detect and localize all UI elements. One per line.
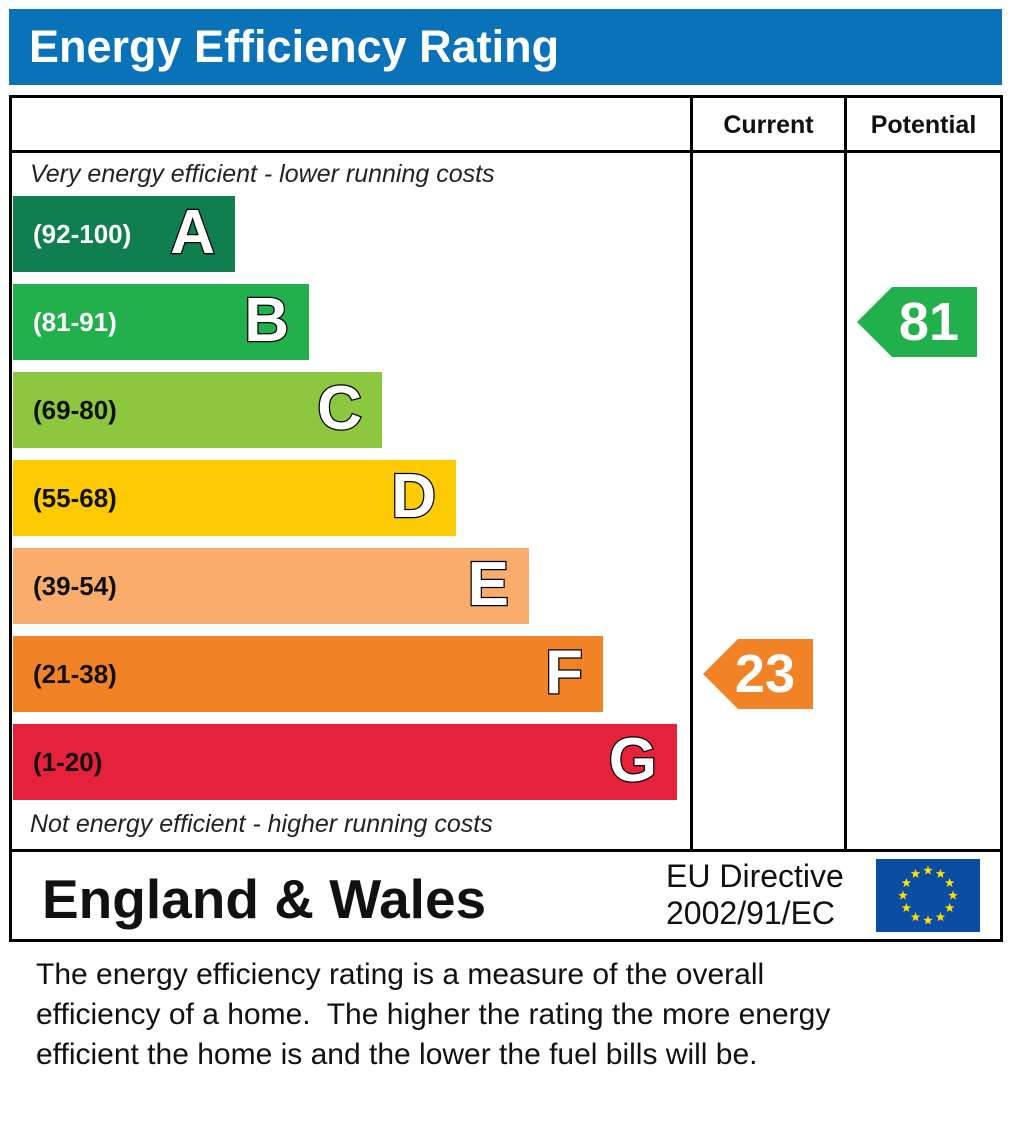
band-b: (81-91) B xyxy=(13,284,309,360)
band-b-range: (81-91) xyxy=(33,307,117,337)
potential-rating-pointer: 81 xyxy=(857,287,977,357)
description-line-2: efficiency of a home. The higher the rat… xyxy=(36,998,831,1031)
potential-column-header: Potential xyxy=(870,111,977,139)
band-c-letter: C xyxy=(316,373,363,445)
directive-line-1: EU Directive xyxy=(666,858,844,894)
potential-rating-pointer-value: 81 xyxy=(898,292,959,352)
eu-star-icon xyxy=(901,903,912,913)
band-c-range: (69-80) xyxy=(33,395,117,425)
current-rating-pointer-shape xyxy=(703,639,813,709)
potential-column-divider xyxy=(844,95,847,852)
description-line-1: The energy efficiency rating is a measur… xyxy=(36,958,765,991)
current-rating-pointer-value: 23 xyxy=(734,644,795,704)
header-divider xyxy=(9,150,1003,153)
description: The energy efficiency rating is a measur… xyxy=(36,955,996,1075)
band-e-range: (39-54) xyxy=(33,571,117,601)
eu-star-icon xyxy=(935,912,946,922)
footer-divider xyxy=(9,849,1003,852)
eu-star-icon xyxy=(944,878,955,888)
band-b-letter: B xyxy=(243,285,290,357)
chart-frame xyxy=(9,95,1003,942)
band-g: (1-20) G xyxy=(13,724,677,800)
band-a-range: (92-100) xyxy=(33,219,132,249)
title-bar: Energy Efficiency Rating xyxy=(9,9,1002,85)
region-label: England & Wales xyxy=(42,868,487,930)
current-column-header: Current xyxy=(723,111,814,139)
band-e: (39-54) E xyxy=(13,548,529,624)
eu-star-icon xyxy=(944,903,955,913)
band-f-letter: F xyxy=(544,637,584,709)
current-rating-pointer: 23 xyxy=(703,639,813,709)
band-g-letter: G xyxy=(608,725,659,797)
band-g-range: (1-20) xyxy=(33,747,103,777)
band-f: (21-38) F xyxy=(13,636,603,712)
band-a: (92-100) A xyxy=(13,196,235,272)
eu-star-icon xyxy=(935,868,946,878)
band-a-letter: A xyxy=(169,197,216,269)
description-line-3: efficient the home is and the lower the … xyxy=(36,1038,758,1071)
eu-directive: EU Directive 2002/91/EC xyxy=(666,858,844,932)
eu-star-icon xyxy=(923,915,933,925)
eu-star-icon xyxy=(948,890,958,900)
bottom-note: Not energy efficient - higher running co… xyxy=(30,810,493,838)
potential-rating-pointer-shape xyxy=(857,287,977,357)
chart-title: Energy Efficiency Rating xyxy=(29,21,560,72)
band-c: (69-80) C xyxy=(13,372,382,448)
top-note: Very energy efficient - lower running co… xyxy=(30,160,495,188)
band-e-letter: E xyxy=(466,549,510,621)
band-d-range: (55-68) xyxy=(33,483,117,513)
eu-flag-icon xyxy=(876,859,980,932)
band-d-letter: D xyxy=(390,461,437,533)
eu-star-icon xyxy=(898,890,908,900)
current-column-divider xyxy=(690,95,693,852)
band-d: (55-68) D xyxy=(13,460,456,536)
eu-star-icon xyxy=(910,912,921,922)
eu-star-icon xyxy=(901,878,912,888)
directive-line-2: 2002/91/EC xyxy=(666,895,836,931)
band-f-range: (21-38) xyxy=(33,659,117,689)
eu-star-icon xyxy=(923,865,933,875)
eu-star-icon xyxy=(910,868,921,878)
